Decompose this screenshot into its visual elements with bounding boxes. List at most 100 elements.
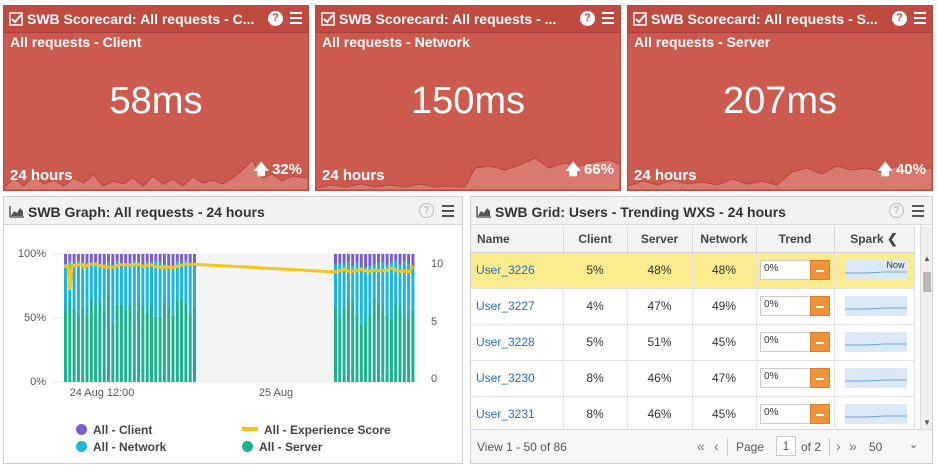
bar-segment <box>102 254 106 265</box>
table-row[interactable]: User_3227 4% 47% 49% 0% <box>471 288 915 325</box>
bar-segment <box>76 261 80 316</box>
cell-spark <box>834 360 915 397</box>
trend-input[interactable]: 0% <box>760 404 830 424</box>
table-row[interactable]: User_3226 5% 48% 48% 0% Now <box>471 252 915 289</box>
bar-segment <box>372 264 376 298</box>
trend-input[interactable]: 0% <box>760 296 830 316</box>
column-header-spark-label: Spark <box>850 231 884 246</box>
row-sparkline: Now <box>844 260 907 280</box>
bar-segment <box>334 308 337 382</box>
menu-icon[interactable] <box>442 205 454 220</box>
bar-segment <box>351 254 355 267</box>
area-chart-icon <box>9 206 24 218</box>
scroll-down-icon[interactable]: ▼ <box>923 418 931 427</box>
legend-client[interactable]: All - Client <box>76 423 152 437</box>
user-link[interactable]: User_3230 <box>476 371 535 385</box>
legend-server[interactable]: All - Server <box>242 440 322 454</box>
help-icon[interactable]: ? <box>889 203 904 218</box>
column-header-trend[interactable]: Trend <box>756 226 835 253</box>
help-icon[interactable]: ? <box>268 11 283 26</box>
trend-input[interactable]: 0% <box>760 368 830 388</box>
scorecard-network[interactable]: SWB Scorecard: All requests - ... ? All … <box>315 5 621 191</box>
scorecard-server[interactable]: SWB Scorecard: All requests - S... ? All… <box>627 5 933 191</box>
pager-page-label: Page <box>736 440 765 454</box>
last-page-icon[interactable]: » <box>849 438 857 454</box>
table-row[interactable]: User_3231 8% 46% 45% 0% <box>471 396 915 429</box>
bar-segment <box>364 321 368 382</box>
column-header-client[interactable]: Client <box>563 226 628 253</box>
bar-segment <box>407 254 411 264</box>
chevron-left-icon[interactable]: ❮ <box>886 230 898 246</box>
menu-icon[interactable] <box>912 205 924 220</box>
cell-trend: 0% <box>756 324 835 361</box>
cell-network: 45% <box>692 324 757 361</box>
menu-icon[interactable] <box>914 12 926 24</box>
legend-network[interactable]: All - Network <box>76 440 166 454</box>
bar-segment <box>132 318 136 382</box>
client-dot-icon <box>76 424 87 435</box>
bar-segment <box>180 254 184 264</box>
scrollbar-thumb[interactable] <box>923 272 931 292</box>
chevron-down-icon[interactable]: ⌄ <box>909 439 919 451</box>
user-link[interactable]: User_3231 <box>476 407 535 421</box>
minus-icon[interactable] <box>810 368 830 388</box>
row-sparkline <box>844 368 907 388</box>
scorecard-header: SWB Scorecard: All requests - C... ? <box>4 6 308 33</box>
user-link[interactable]: User_3227 <box>476 299 535 313</box>
minus-icon[interactable] <box>810 260 830 280</box>
bar-segment <box>102 264 106 310</box>
column-header-server[interactable]: Server <box>627 226 693 253</box>
cell-spark: Now <box>834 252 915 289</box>
column-header-network[interactable]: Network <box>692 226 757 253</box>
scorecard-header: SWB Scorecard: All requests - ... ? <box>316 6 620 33</box>
bar-segment <box>334 254 337 264</box>
graph-title: SWB Graph: All requests - 24 hours <box>28 204 265 220</box>
user-link[interactable]: User_3226 <box>476 263 535 277</box>
page-size-select[interactable]: 50 <box>869 440 883 454</box>
menu-icon[interactable] <box>290 12 302 24</box>
help-icon[interactable]: ? <box>580 11 595 26</box>
cell-trend: 0% <box>756 288 835 325</box>
bar-segment <box>81 264 85 308</box>
bar-segment <box>338 317 342 382</box>
trend-input[interactable]: 0% <box>760 332 830 352</box>
bar-segment <box>137 254 141 264</box>
cell-client: 5% <box>563 252 628 289</box>
trend-value: 0% <box>764 299 779 310</box>
first-page-icon[interactable]: « <box>697 438 705 454</box>
prev-page-icon[interactable]: ‹ <box>714 438 719 454</box>
x-axis-tick: 25 Aug <box>259 387 293 399</box>
scroll-up-icon[interactable]: ▲ <box>923 254 931 263</box>
bar-segment <box>359 254 363 267</box>
grid-scrollbar[interactable]: ▲ ▼ <box>920 226 932 429</box>
bar-segment <box>85 314 89 382</box>
menu-icon[interactable] <box>602 12 614 24</box>
bar-segment <box>107 261 110 296</box>
bar-segment <box>150 304 153 382</box>
scorecard-client[interactable]: SWB Scorecard: All requests - C... ? All… <box>3 5 309 191</box>
page-number-input[interactable]: 1 <box>776 436 796 456</box>
user-link[interactable]: User_3228 <box>476 335 535 349</box>
trend-input[interactable]: 0% <box>760 260 830 280</box>
bar-segment <box>72 254 76 264</box>
grid-body: Name Client Server Network Trend Spark ❮… <box>471 226 926 429</box>
minus-icon[interactable] <box>810 332 830 352</box>
table-row[interactable]: User_3228 5% 51% 45% 0% <box>471 324 915 361</box>
next-page-icon[interactable]: › <box>836 438 841 454</box>
table-row[interactable]: User_3230 8% 46% 47% 0% <box>471 360 915 397</box>
pager-divider <box>727 438 728 456</box>
help-icon[interactable]: ? <box>892 11 907 26</box>
cell-network: 47% <box>692 360 757 397</box>
bar-segment <box>180 298 184 382</box>
legend-experience[interactable]: All - Experience Score <box>242 423 391 437</box>
minus-icon[interactable] <box>810 296 830 316</box>
bar-segment <box>394 301 398 382</box>
column-header-name[interactable]: Name <box>471 226 564 253</box>
minus-icon[interactable] <box>810 404 830 424</box>
trend-value: 0% <box>764 263 779 274</box>
help-icon[interactable]: ? <box>419 203 434 218</box>
column-header-spark[interactable]: Spark ❮ <box>834 226 915 253</box>
bar-segment <box>119 254 123 268</box>
scorecard-change: 🡅 32% <box>254 159 302 184</box>
scorecard-period: 24 hours <box>10 167 73 184</box>
